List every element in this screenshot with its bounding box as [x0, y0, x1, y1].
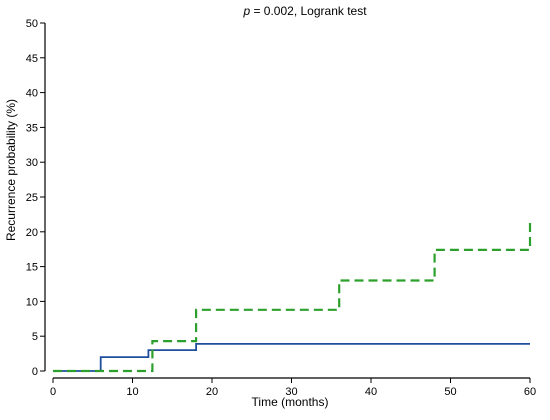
x-tick-label: 30: [285, 386, 297, 398]
y-tick-label: 20: [26, 227, 38, 239]
title-rest: = 0.002, Logrank test: [250, 4, 367, 18]
y-tick-label: 50: [26, 18, 38, 30]
y-tick-label: 15: [26, 262, 38, 274]
x-tick-label: 40: [365, 386, 377, 398]
y-tick-label: 45: [26, 53, 38, 65]
y-tick-label: 30: [26, 157, 38, 169]
y-tick-label: 10: [26, 296, 38, 308]
y-tick-label: 35: [26, 122, 38, 134]
x-axis-title: Time (months): [252, 395, 329, 409]
y-tick-label: 0: [32, 366, 38, 378]
x-tick-label: 10: [126, 386, 138, 398]
y-axis-title: Recurrence probability (%): [4, 99, 18, 241]
series-layer: [53, 220, 532, 373]
x-tick-label: 0: [50, 386, 56, 398]
series-1-line: [53, 342, 530, 372]
y-tick-label: 5: [32, 331, 38, 343]
chart-title: p = 0.002, Logrank test: [242, 4, 367, 18]
y-tick-label: 25: [26, 192, 38, 204]
x-tick-label: 50: [444, 386, 456, 398]
x-tick-label: 60: [524, 386, 536, 398]
y-tick-label: 40: [26, 88, 38, 100]
series-2-line: [53, 220, 532, 373]
x-tick-label: 20: [206, 386, 218, 398]
title-p-symbol: p: [242, 4, 250, 18]
axes: 0 5 10 15 20 25 30 35 40 45 50 0 10 20 30 40 50 60: [26, 18, 536, 398]
